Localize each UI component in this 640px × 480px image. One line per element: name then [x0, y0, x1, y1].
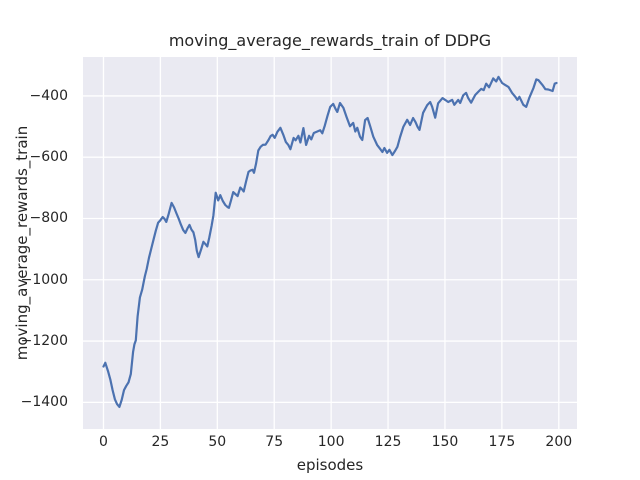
axes-background: [83, 57, 577, 429]
x-gridlines: [102, 57, 560, 429]
x-tick-label: 150: [431, 434, 459, 450]
y-tick-label: −600: [29, 149, 68, 166]
y-tick-label: −1200: [20, 333, 68, 350]
x-tick-label: 125: [374, 434, 402, 450]
x-tick-label: 25: [151, 434, 170, 450]
chart-title: moving_average_rewards_train of DDPG: [168, 31, 492, 50]
x-tick-label: 50: [208, 434, 227, 450]
x-tick-label: 75: [265, 434, 284, 450]
x-axis-label: episodes: [296, 456, 364, 474]
y-axis-label: moving_average_rewards_train: [13, 125, 31, 361]
x-tick-label: 200: [545, 434, 573, 450]
y-tick-label: −1000: [20, 271, 68, 288]
series-line: [102, 75, 558, 408]
y-tick-label: −800: [29, 210, 68, 227]
x-tick-label: 100: [317, 434, 345, 450]
x-tick-label: 175: [488, 434, 516, 450]
y-tick-label: −1400: [20, 394, 68, 411]
x-tick-label: 0: [99, 434, 108, 450]
y-tick-label: −400: [29, 87, 68, 104]
